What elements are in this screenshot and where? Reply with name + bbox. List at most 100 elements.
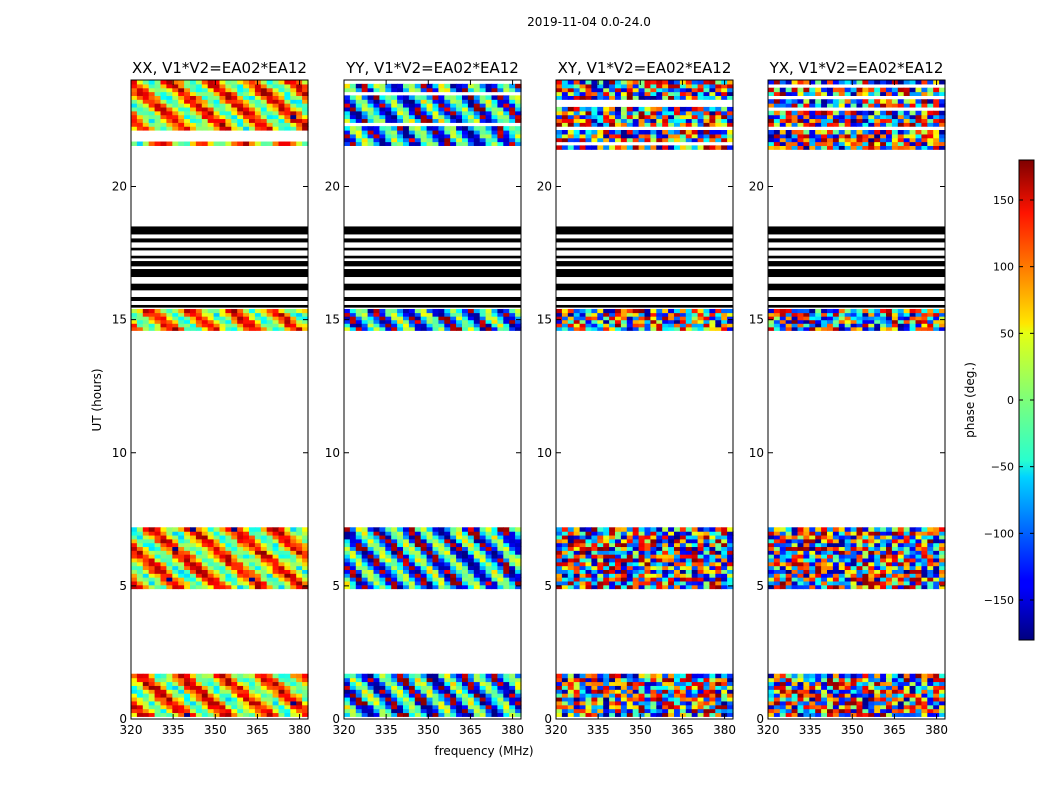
heatmap-cell (272, 534, 280, 540)
heatmap-cell (561, 319, 569, 324)
heatmap-cell (131, 316, 138, 321)
heatmap-cell (190, 546, 197, 551)
flagged-band (556, 283, 733, 291)
heatmap-cell (674, 83, 681, 89)
heatmap-cell (344, 573, 351, 578)
heatmap-cell (385, 693, 392, 698)
heatmap-cell (880, 569, 887, 574)
heatmap-cell (432, 569, 439, 574)
heatmap-cell (503, 326, 510, 331)
heatmap-cell (237, 122, 244, 127)
heatmap-cell (213, 696, 221, 702)
heatmap-cell (650, 527, 657, 532)
heatmap-cell (148, 673, 156, 679)
heatmap-cell (284, 534, 291, 540)
heatmap-cell (933, 708, 940, 714)
heatmap-cell (131, 584, 138, 590)
heatmap-cell (349, 118, 357, 123)
heatmap-cell (166, 700, 173, 706)
heatmap-cell (462, 569, 469, 574)
heatmap-cell (219, 87, 226, 93)
heatmap-cell (721, 554, 728, 559)
heatmap-cell (933, 673, 940, 679)
heatmap-cell (426, 557, 434, 563)
heatmap-cell (509, 542, 516, 548)
heatmap-cell (355, 95, 363, 100)
heatmap-cell (838, 573, 846, 578)
heatmap-cell (379, 316, 386, 321)
heatmap-cell (803, 708, 810, 714)
heatmap-cell (136, 80, 144, 85)
heatmap-cell (609, 546, 616, 551)
heatmap-cell (260, 708, 268, 714)
heatmap-cell (697, 677, 705, 683)
heatmap-cell (450, 106, 457, 112)
heatmap-cell (201, 99, 209, 104)
heatmap-cell (414, 531, 422, 536)
heatmap-cell (136, 704, 144, 710)
heatmap-cell (603, 681, 610, 686)
heatmap-cell (408, 573, 416, 578)
heatmap-cell (237, 323, 244, 328)
heatmap-cell (225, 122, 232, 127)
heatmap-cell (142, 584, 150, 590)
heatmap-cell (290, 316, 297, 321)
heatmap-cell (225, 319, 232, 324)
heatmap-cell (237, 554, 244, 559)
heatmap-cell (278, 316, 285, 321)
heatmap-cell (361, 573, 369, 578)
heatmap-cell (674, 319, 681, 324)
heatmap-cell (615, 554, 622, 559)
heatmap-cell (674, 577, 681, 582)
heatmap-cell (361, 577, 369, 582)
heatmap-cell (296, 704, 303, 710)
heatmap-cell (603, 323, 610, 328)
heatmap-cell (361, 103, 369, 108)
heatmap-cell (721, 114, 728, 120)
heatmap-cell (408, 693, 416, 698)
heatmap-cell (355, 531, 363, 536)
heatmap-cell (779, 677, 787, 683)
heatmap-cell (414, 677, 422, 683)
heatmap-cell (450, 712, 457, 717)
heatmap-cell (479, 538, 487, 544)
heatmap-cell (260, 141, 268, 146)
heatmap-cell (939, 561, 946, 567)
heatmap-cell (231, 712, 238, 717)
heatmap-cell (278, 110, 285, 116)
heatmap-cell (243, 141, 250, 146)
heatmap-cell (178, 550, 185, 555)
heatmap-cell (662, 308, 669, 314)
heatmap-cell (172, 316, 179, 321)
heatmap-cell (862, 577, 869, 582)
heatmap-cell (497, 114, 504, 120)
heatmap-cell (243, 118, 250, 123)
heatmap-cell (213, 677, 221, 683)
heatmap-cell (797, 557, 804, 563)
heatmap-cell (272, 95, 280, 100)
heatmap-cell (408, 312, 416, 317)
heatmap-cell (131, 685, 138, 690)
heatmap-cell (626, 557, 634, 563)
x-tick-label: 350 (417, 723, 440, 737)
heatmap-cell (408, 323, 416, 328)
heatmap-cell (862, 708, 869, 714)
heatmap-cell (408, 546, 416, 551)
heatmap-cell (355, 99, 363, 104)
heatmap-cell (131, 677, 138, 683)
heatmap-cell (915, 708, 922, 714)
heatmap-cell (260, 673, 268, 679)
heatmap-cell (832, 550, 840, 555)
heatmap-cell (373, 704, 380, 710)
heatmap-cell (385, 696, 392, 702)
heatmap-cell (674, 704, 681, 710)
heatmap-cell (219, 712, 226, 717)
heatmap-cell (462, 130, 469, 135)
heatmap-cell (656, 145, 663, 150)
heatmap-cell (272, 696, 280, 702)
heatmap-cell (231, 527, 238, 532)
heatmap-cell (444, 95, 451, 100)
heatmap-cell (456, 114, 463, 120)
heatmap-cell (815, 554, 822, 559)
heatmap-cell (703, 712, 710, 717)
